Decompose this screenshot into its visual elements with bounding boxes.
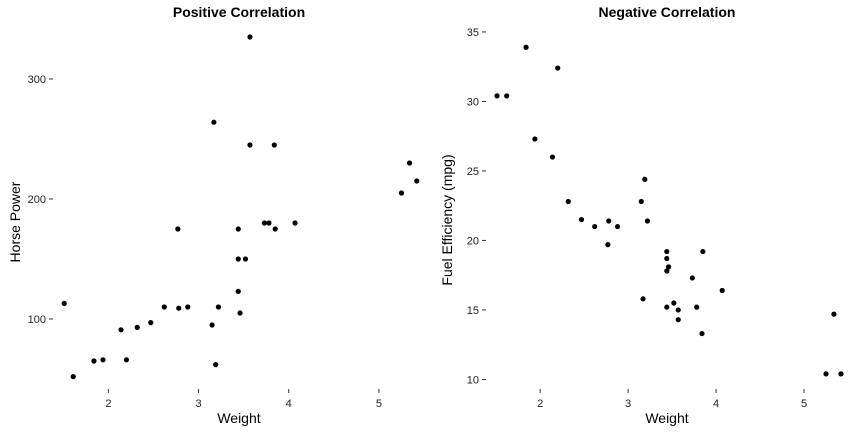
data-point: [261, 220, 267, 226]
data-point: [614, 223, 621, 230]
data-point: [606, 218, 612, 224]
data-point: [70, 374, 76, 380]
data-point: [185, 304, 191, 310]
data-point: [414, 178, 420, 184]
data-point: [237, 310, 243, 316]
data-point: [175, 226, 181, 232]
data-point: [675, 317, 681, 323]
x-axis-label: Weight: [217, 410, 260, 426]
y-tick-label: 10: [467, 374, 479, 386]
y-tick-label: 15: [467, 305, 479, 317]
axis-ticks: 2 3 4 5 10 15 20 25 30 35: [467, 27, 807, 410]
y-tick-label: 100: [28, 314, 46, 326]
data-point: [664, 304, 670, 310]
data-point: [671, 300, 677, 306]
data-point: [838, 371, 844, 377]
panel-positive-correlation: Positive Correlation Weight Horse Power …: [7, 4, 420, 426]
data-point: [213, 362, 219, 368]
data-point: [555, 65, 561, 71]
data-point: [831, 311, 837, 317]
x-axis-label: Weight: [645, 410, 688, 426]
data-point: [215, 304, 222, 310]
data-point: [100, 357, 106, 363]
data-point: [642, 176, 648, 182]
data-point: [211, 119, 217, 125]
data-point: [161, 304, 167, 310]
data-point: [532, 136, 538, 142]
x-tick-label: 5: [376, 398, 382, 410]
x-tick-label: 4: [286, 398, 292, 410]
y-tick-label: 25: [467, 166, 479, 178]
data-point: [247, 34, 253, 40]
data-point: [242, 256, 249, 262]
data-point: [700, 248, 706, 255]
data-point: [664, 268, 670, 274]
data-point: [91, 358, 97, 364]
data-point: [699, 330, 705, 337]
y-tick-label: 30: [467, 96, 479, 108]
data-point: [640, 296, 646, 302]
x-tick-label: 4: [713, 398, 719, 410]
data-point: [664, 255, 670, 262]
data-point: [638, 198, 644, 205]
data-point: [504, 93, 510, 99]
data-point: [578, 216, 585, 223]
data-point: [689, 275, 695, 281]
y-tick-label: 35: [467, 27, 479, 39]
data-point: [272, 226, 278, 232]
x-tick-label: 2: [537, 398, 543, 410]
y-tick-label: 20: [467, 235, 479, 247]
data-point: [823, 371, 829, 377]
data-point: [675, 307, 681, 313]
data-point: [247, 142, 253, 148]
data-point: [665, 264, 672, 270]
chart-title: Negative Correlation: [599, 4, 736, 20]
data-point: [148, 320, 154, 326]
x-tick-label: 3: [625, 398, 631, 410]
x-tick-label: 2: [105, 398, 111, 410]
data-point: [592, 223, 598, 230]
data-points: [494, 44, 844, 377]
data-point: [176, 305, 182, 311]
data-point: [209, 322, 215, 328]
data-point: [123, 357, 130, 363]
data-point: [235, 288, 241, 294]
data-points: [61, 34, 420, 380]
data-point: [271, 142, 277, 148]
data-point: [565, 198, 571, 205]
x-tick-label: 5: [801, 398, 807, 410]
data-point: [61, 300, 67, 306]
x-tick-label: 3: [196, 398, 202, 410]
y-axis-label: Fuel Efficiency (mpg): [439, 154, 455, 285]
data-point: [719, 287, 725, 294]
y-tick-label: 300: [28, 74, 46, 86]
data-point: [605, 242, 611, 248]
data-point: [398, 190, 405, 196]
data-point: [292, 220, 298, 226]
data-point: [549, 154, 556, 160]
data-point: [523, 44, 529, 50]
data-point: [644, 218, 651, 224]
data-point: [266, 220, 272, 226]
panel-negative-correlation: Negative Correlation Weight Fuel Efficie…: [439, 4, 844, 426]
data-point: [118, 327, 124, 333]
data-point: [494, 93, 500, 99]
axis-ticks: 2 3 4 5 100 200 300: [28, 74, 382, 410]
data-point: [235, 256, 241, 262]
y-tick-label: 200: [28, 194, 46, 206]
data-point: [694, 304, 700, 310]
data-point: [235, 226, 241, 232]
chart-title: Positive Correlation: [173, 4, 305, 20]
y-axis-label: Horse Power: [7, 181, 23, 262]
data-point: [406, 160, 413, 166]
data-point: [664, 248, 670, 255]
data-point: [134, 324, 140, 330]
